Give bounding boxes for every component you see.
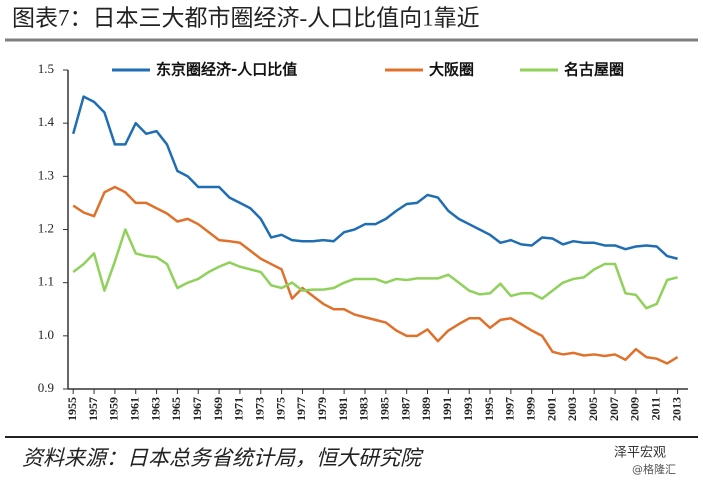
- x-tick-label: 2007: [607, 397, 621, 421]
- chart-title: 图表7：日本三大都市圈经济-人口比值向1靠近: [12, 5, 480, 30]
- line-series: [72, 95, 678, 260]
- legend-label: 东京圈经济-人口比值: [156, 61, 297, 79]
- y-tick-label: 1.4: [38, 114, 55, 129]
- x-tick-label: 1965: [169, 397, 183, 421]
- x-tick-label: 1985: [378, 397, 392, 421]
- source: 资料来源：日本总务省统计局，恒大研究院: [22, 446, 424, 470]
- x-tick-label: 1987: [398, 397, 412, 421]
- x-tick-label: 1955: [65, 397, 79, 421]
- x-tick-label: 1959: [107, 397, 121, 421]
- x-tick-label: 1971: [232, 397, 246, 421]
- x-tick-label: 1961: [127, 397, 141, 421]
- x-tick-label: 2011: [648, 397, 662, 420]
- x-tick-label: 1999: [523, 397, 537, 421]
- x-tick-label: 1975: [273, 397, 287, 421]
- y-tick-label: 1.3: [38, 167, 54, 182]
- y-tick-label: 1.5: [38, 61, 54, 76]
- x-tick-label: 1995: [482, 397, 496, 421]
- x-tick-label: 1977: [294, 397, 308, 421]
- x-tick-label: 1963: [148, 397, 162, 421]
- x-tick-label: 2005: [586, 397, 600, 421]
- x-tick-label: 2001: [544, 397, 558, 421]
- x-tick-label: 1991: [440, 397, 454, 421]
- x-tick-label: 1967: [190, 397, 204, 421]
- watermark: @格隆汇: [632, 462, 676, 476]
- legend-label: 大阪圈: [429, 61, 474, 79]
- x-tick-label: 1981: [336, 397, 350, 421]
- legend-label: 名古屋圈: [564, 61, 624, 79]
- y-tick-label: 0.9: [38, 380, 54, 395]
- y-tick-label: 1.1: [38, 274, 54, 289]
- x-tick-label: 1957: [86, 397, 100, 421]
- x-tick-label: 2013: [669, 397, 683, 421]
- x-tick-label: 1979: [315, 397, 329, 421]
- line-series: [72, 228, 678, 310]
- x-tick-label: 1997: [503, 397, 517, 421]
- watermark: 泽平宏观: [614, 446, 666, 461]
- x-tick-label: 1969: [211, 397, 225, 421]
- x-tick-label: 1993: [461, 397, 475, 421]
- x-tick-label: 1983: [357, 397, 371, 421]
- y-tick-label: 1.0: [38, 327, 54, 342]
- x-tick-label: 1973: [253, 397, 267, 421]
- x-tick-label: 2003: [565, 397, 579, 421]
- line-series: [72, 185, 679, 365]
- x-tick-label: 1989: [419, 397, 433, 421]
- y-tick-label: 1.2: [38, 220, 54, 235]
- x-tick-label: 2009: [628, 397, 642, 421]
